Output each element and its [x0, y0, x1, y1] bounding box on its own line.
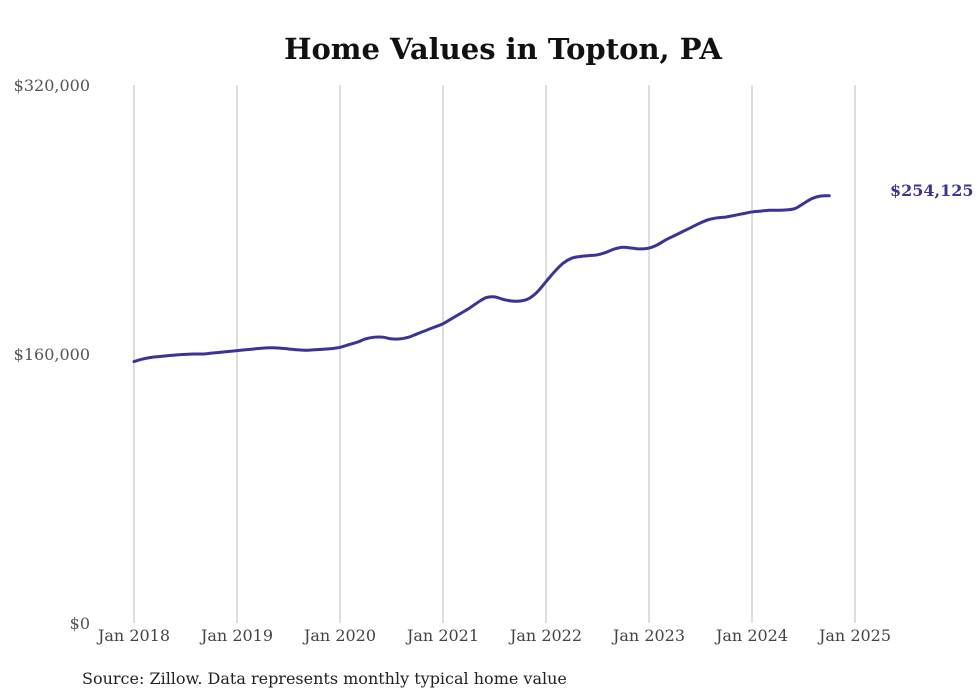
y-tick-label: $0 — [70, 614, 90, 633]
series-line — [132, 194, 831, 364]
x-tick-label: Jan 2024 — [714, 626, 788, 645]
gridlines — [133, 85, 856, 623]
x-tick-label: Jan 2021 — [405, 626, 479, 645]
chart-title: Home Values in Topton, PA — [284, 32, 722, 66]
end-value-label: $254,125 — [890, 181, 974, 200]
series-group — [132, 194, 831, 364]
x-tick-label: Jan 2025 — [817, 626, 891, 645]
y-axis: $0 $160,000 $320,000 — [14, 76, 90, 633]
x-tick-label: Jan 2018 — [96, 626, 170, 645]
x-axis: Jan 2018 Jan 2019 Jan 2020 Jan 2021 Jan 2022… — [96, 626, 891, 645]
x-tick-label: Jan 2023 — [611, 626, 685, 645]
x-tick-label: Jan 2022 — [508, 626, 582, 645]
source-note: Source: Zillow. Data represents monthly … — [82, 669, 567, 688]
x-tick-label: Jan 2019 — [199, 626, 273, 645]
x-tick-label: Jan 2020 — [302, 626, 376, 645]
y-tick-label: $320,000 — [14, 76, 90, 95]
y-tick-label: $160,000 — [14, 345, 90, 364]
